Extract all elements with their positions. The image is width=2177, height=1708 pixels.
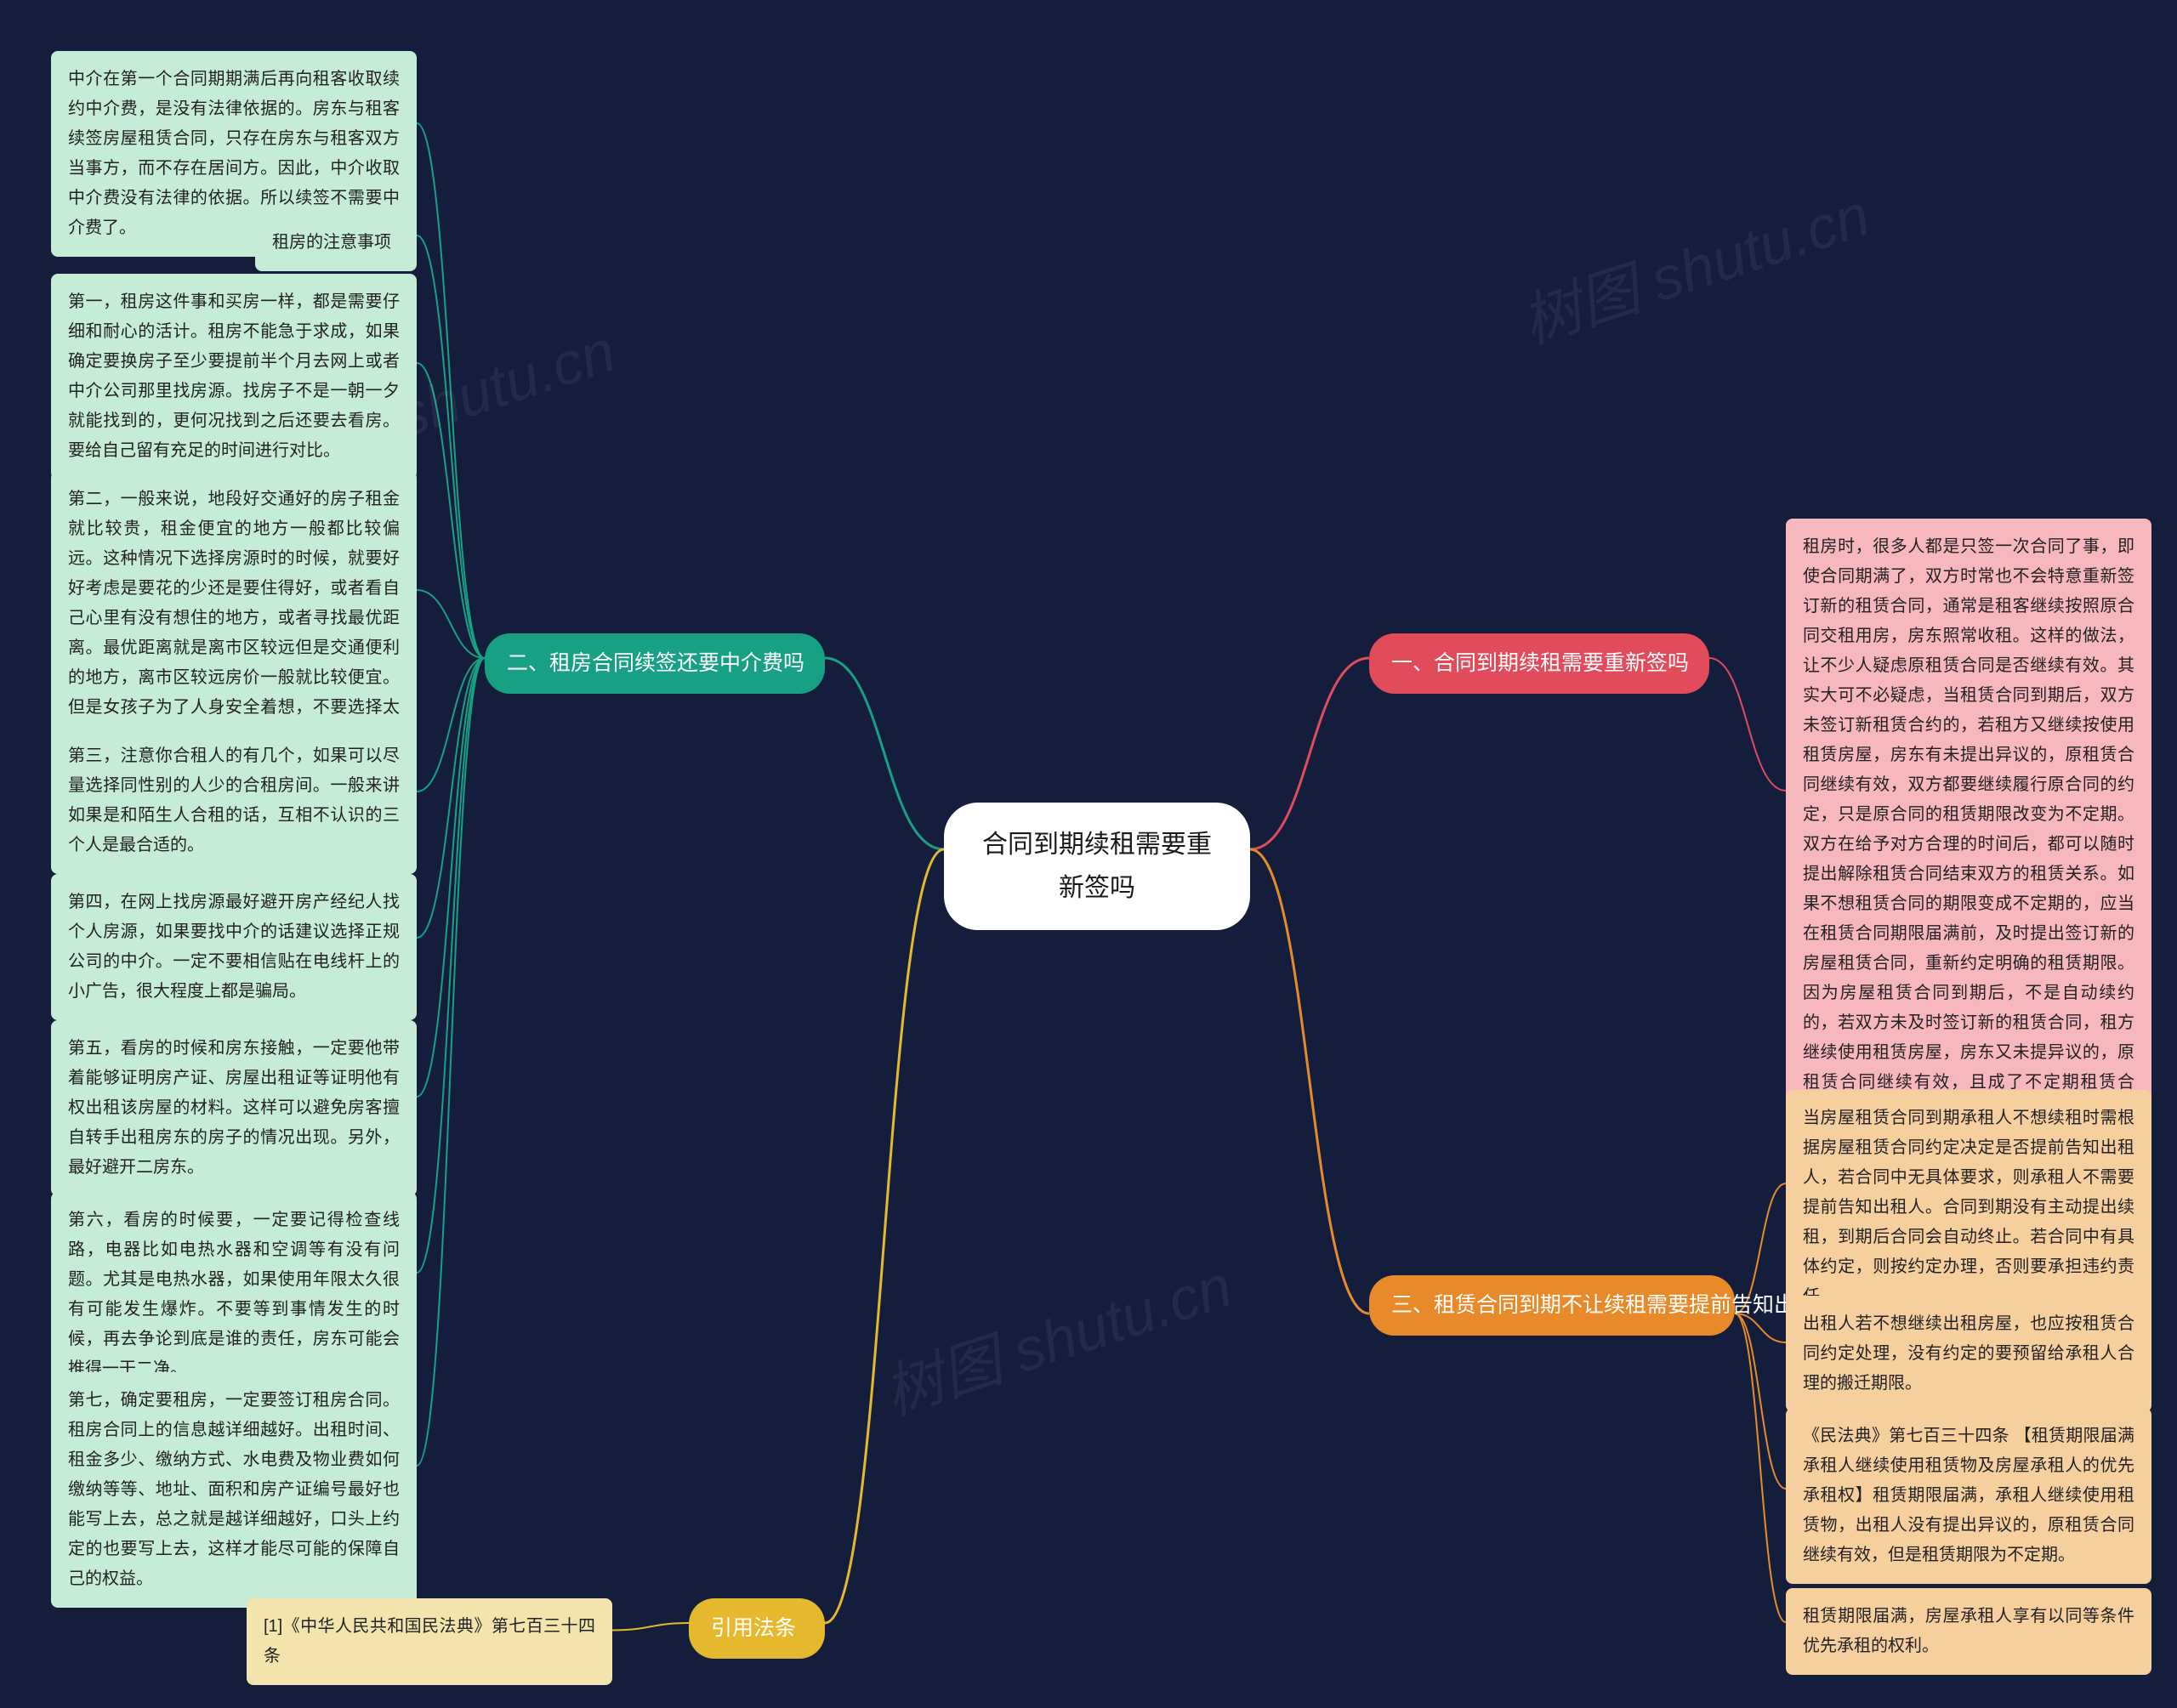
leaf-node[interactable]: 第二，一般来说，地段好交通好的房子租金就比较贵，租金便宜的地方一般都比较偏远。这…: [51, 471, 417, 766]
edge: [417, 658, 485, 1466]
edge: [1735, 1314, 1786, 1622]
leaf-node[interactable]: 租房时，很多人都是只签一次合同了事，即使合同期满了，双方时常也不会特意重新签订新…: [1786, 519, 2151, 1141]
edge: [417, 658, 485, 1273]
leaf-node[interactable]: 第五，看房的时候和房东接触，一定要他带着能够证明房产证、房屋出租证等证明他有权出…: [51, 1020, 417, 1196]
leaf-node[interactable]: 当房屋租赁合同到期承租人不想续租时需根据房屋租赁合同约定决定是否提前告知出租人，…: [1786, 1090, 2151, 1325]
edge: [417, 658, 485, 938]
edge: [1250, 849, 1369, 1314]
leaf-node[interactable]: 第七，确定要租房，一定要签订租房合同。租房合同上的信息越详细越好。出租时间、租金…: [51, 1372, 417, 1608]
leaf-node[interactable]: 第一，租房这件事和买房一样，都是需要仔细和耐心的活计。租房不能急于求成，如果确定…: [51, 274, 417, 479]
leaf-node[interactable]: 租赁期限届满，房屋承租人享有以同等条件优先承租的权利。: [1786, 1588, 2151, 1675]
leaf-node[interactable]: [1]《中华人民共和国民法典》第七百三十四条: [247, 1598, 612, 1685]
root-node[interactable]: 合同到期续租需要重新签吗: [944, 803, 1250, 930]
edge: [417, 235, 485, 658]
leaf-node[interactable]: 第六，看房的时候要，一定要记得检查线路，电器比如电热水器和空调等有没有问题。尤其…: [51, 1192, 417, 1398]
leaf-node[interactable]: 出租人若不想继续出租房屋，也应按租赁合同约定处理，没有约定的要预留给承租人合理的…: [1786, 1296, 2151, 1412]
edge: [825, 849, 944, 1623]
edge: [417, 363, 485, 658]
leaf-node[interactable]: 第三，注意你合租人的有几个，如果可以尽量选择同性别的人少的合租房间。一般来讲如果…: [51, 728, 417, 874]
branch-node[interactable]: 引用法条: [689, 1598, 825, 1659]
branch-node[interactable]: 一、合同到期续租需要重新签吗: [1369, 633, 1709, 694]
edge: [1250, 658, 1369, 849]
branch-node[interactable]: 三、租赁合同到期不让续租需要提前告知出租人吗: [1369, 1275, 1735, 1336]
leaf-node[interactable]: 第四，在网上找房源最好避开房产经纪人找个人房源，如果要找中介的话建议选择正规公司…: [51, 874, 417, 1020]
leaf-node[interactable]: 《民法典》第七百三十四条 【租赁期限届满承租人继续使用租赁物及房屋承租人的优先承…: [1786, 1408, 2151, 1584]
leaf-node[interactable]: 租房的注意事项: [255, 214, 417, 271]
branch-node[interactable]: 二、租房合同续签还要中介费吗: [485, 633, 825, 694]
edge: [417, 123, 485, 658]
edge: [612, 1623, 689, 1631]
edge: [1709, 658, 1786, 791]
edge: [825, 658, 944, 849]
